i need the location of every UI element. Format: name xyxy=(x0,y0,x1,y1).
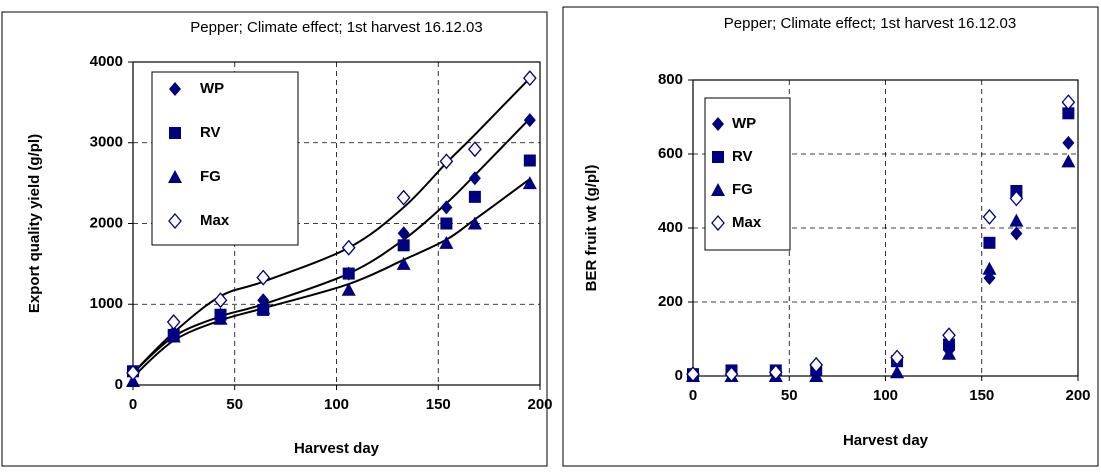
marker-open-diamond xyxy=(942,327,956,344)
marker-triangle xyxy=(166,329,181,343)
plot-area xyxy=(132,61,541,386)
legend-label: WP xyxy=(200,80,224,97)
marker-diamond xyxy=(712,117,724,131)
x-tick-label: 150 xyxy=(969,387,994,404)
marker-open-diamond xyxy=(396,189,411,206)
y-tick-label: 800 xyxy=(658,71,683,88)
marker-diamond xyxy=(468,171,481,186)
x-tick-label: 0 xyxy=(129,396,137,413)
y-axis-label: Export quality yield (g/pl) xyxy=(26,134,43,313)
marker-square xyxy=(397,239,410,252)
y-axis-label: BER fruit wt (g/pl) xyxy=(583,165,600,292)
legend-label: FG xyxy=(200,168,221,185)
legend-label: Max xyxy=(732,214,762,231)
marker-square xyxy=(523,154,536,167)
marker-open-diamond xyxy=(1009,190,1024,207)
marker-open-diamond xyxy=(724,366,739,383)
marker-diamond xyxy=(1010,226,1023,241)
marker-open-diamond xyxy=(213,292,228,309)
x-axis-label: Harvest day xyxy=(843,432,929,449)
marker-open-diamond xyxy=(341,239,356,256)
marker-diamond xyxy=(440,200,453,215)
marker-diamond xyxy=(523,113,536,128)
chart-title: Pepper; Climate effect; 1st harvest 16.1… xyxy=(723,15,1017,32)
marker-triangle xyxy=(213,311,228,325)
marker-open-diamond xyxy=(982,208,997,225)
marker-triangle xyxy=(341,282,356,296)
y-tick-label: 0 xyxy=(675,367,683,384)
marker-triangle xyxy=(1009,213,1024,227)
legend-label: Max xyxy=(200,212,230,229)
marker-diamond xyxy=(169,82,181,96)
marker-square xyxy=(468,190,481,203)
marker-triangle xyxy=(711,183,725,196)
y-tick-label: 600 xyxy=(658,145,683,162)
marker-open-diamond xyxy=(168,213,182,229)
marker-square xyxy=(943,338,956,351)
marker-square xyxy=(440,217,453,230)
plot-area xyxy=(692,79,1079,377)
marker-open-diamond xyxy=(686,366,700,383)
marker-square xyxy=(1062,107,1075,120)
x-axis-label: Harvest day xyxy=(294,440,380,457)
x-tick-label: 100 xyxy=(873,387,898,404)
x-tick-label: 50 xyxy=(226,396,243,413)
y-tick-label: 200 xyxy=(658,293,683,310)
marker-triangle xyxy=(809,369,824,382)
marker-open-diamond xyxy=(166,314,181,331)
x-tick-label: 150 xyxy=(426,396,451,413)
marker-triangle xyxy=(942,346,957,360)
marker-triangle xyxy=(1061,154,1076,168)
marker-square xyxy=(712,151,724,163)
legend-label: RV xyxy=(732,148,753,165)
marker-open-diamond xyxy=(439,153,454,170)
y-tick-label: 4000 xyxy=(90,53,123,70)
x-tick-label: 200 xyxy=(527,396,552,413)
y-tick-label: 400 xyxy=(658,219,683,236)
marker-open-diamond xyxy=(1061,94,1076,111)
marker-triangle xyxy=(890,365,905,379)
y-tick-label: 0 xyxy=(115,376,123,393)
marker-square xyxy=(169,127,181,139)
marker-open-diamond xyxy=(768,364,783,381)
y-tick-label: 1000 xyxy=(90,295,123,312)
marker-triangle xyxy=(467,216,482,230)
marker-triangle xyxy=(522,176,537,190)
x-tick-label: 100 xyxy=(324,396,349,413)
y-tick-label: 3000 xyxy=(90,134,123,151)
marker-triangle xyxy=(982,261,997,275)
x-tick-label: 200 xyxy=(1065,387,1090,404)
chart-title: Pepper; Climate effect; 1st harvest 16.1… xyxy=(190,19,483,36)
x-tick-label: 0 xyxy=(689,387,697,404)
legend-label: FG xyxy=(732,181,753,198)
marker-triangle xyxy=(439,235,454,249)
marker-open-diamond xyxy=(809,356,824,373)
legend-label: WP xyxy=(732,115,756,132)
x-tick-label: 50 xyxy=(781,387,798,404)
marker-square xyxy=(342,267,355,280)
marker-triangle xyxy=(168,170,182,183)
marker-open-diamond xyxy=(468,141,482,158)
y-tick-label: 2000 xyxy=(90,214,123,231)
marker-open-diamond xyxy=(711,215,725,231)
marker-square xyxy=(983,236,996,249)
marker-open-diamond xyxy=(522,70,537,87)
marker-diamond xyxy=(397,226,410,241)
marker-triangle xyxy=(396,256,411,270)
legend-label: RV xyxy=(200,124,221,141)
marker-diamond xyxy=(257,293,270,308)
marker-open-diamond xyxy=(126,364,140,381)
marker-open-diamond xyxy=(256,269,271,286)
marker-diamond xyxy=(1062,135,1075,150)
chart-frame xyxy=(562,6,1099,467)
marker-triangle xyxy=(256,301,271,315)
marker-open-diamond xyxy=(890,349,904,366)
